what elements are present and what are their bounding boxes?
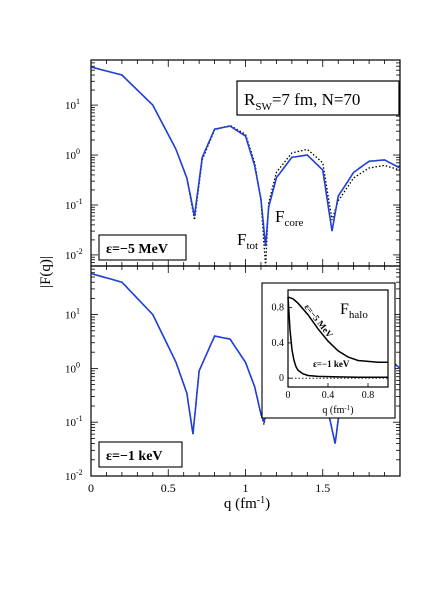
info-box-text: RSW=7 fm, N=70 <box>244 90 360 113</box>
inset-x-tick-label: 0.4 <box>322 390 335 401</box>
top-plot-area: 101 100 10-1 10-2 <box>65 60 400 266</box>
inset-background <box>261 282 396 419</box>
inset-y-tick-label: 0.4 <box>272 338 285 349</box>
epsilon-box-bottom <box>98 441 183 468</box>
y-tick-label: 100 <box>65 360 80 375</box>
y-tick-label: 101 <box>65 97 80 112</box>
y-tick-label: 10-2 <box>65 247 83 262</box>
y-tick-label: 10-1 <box>65 197 83 212</box>
y-tick-label: 100 <box>65 147 80 162</box>
inset-series-line <box>287 296 388 364</box>
inset-y-tick-label: 0 <box>279 373 284 384</box>
y-axis-label: |F(q)| <box>38 256 54 288</box>
inset-series-label-1kev: ε=−1 keV <box>313 359 350 369</box>
x-tick-label: 1.5 <box>315 481 330 495</box>
epsilon-label-bottom: ε=−1 keV <box>106 449 163 464</box>
dotted-series-line <box>91 66 400 266</box>
inset-x-tick-label: 0 <box>286 390 291 401</box>
x-tick-label: 0 <box>88 481 94 495</box>
f-tot-annotation: Ftot <box>237 230 258 252</box>
y-tick-label: 10-2 <box>65 468 83 483</box>
f-core-annotation: Fcore <box>275 207 304 229</box>
inset-x-label: q (fm-1) <box>322 404 353 416</box>
y-tick-label: 101 <box>65 307 80 322</box>
y-tick-label: 10-1 <box>65 414 83 429</box>
inset-series-line <box>287 297 388 379</box>
inset-frame <box>287 289 389 388</box>
inset-plot: 00.40.80 0.4 0.8 Fhalo ε=−5 MeV ε=−1 keV q… <box>261 282 396 419</box>
solid-series-line <box>91 66 400 247</box>
info-box <box>236 80 400 116</box>
epsilon-box-top <box>98 234 187 261</box>
inset-y-tick-label: 0.8 <box>272 303 285 314</box>
x-tick-label: 0.5 <box>161 481 176 495</box>
x-tick-label: 1 <box>243 481 249 495</box>
x-axis-label: q (fm-1) <box>224 495 270 512</box>
inset-title: Fhalo <box>340 301 368 321</box>
inset-x-tick-label: 0.8 <box>362 390 375 401</box>
epsilon-label-top: ε=−5 MeV <box>106 242 168 257</box>
